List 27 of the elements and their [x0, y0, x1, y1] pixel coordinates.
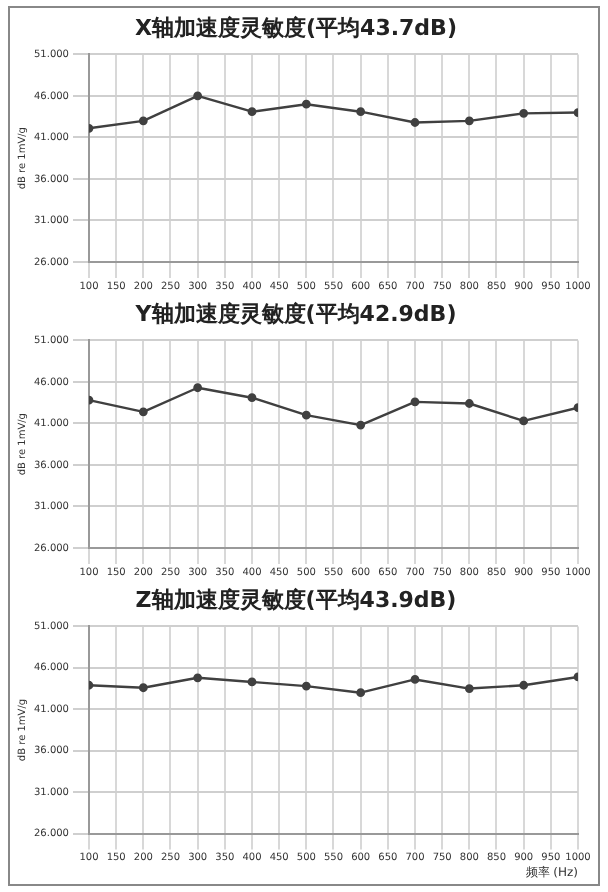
point — [410, 118, 420, 127]
point — [193, 91, 203, 101]
point — [464, 684, 474, 693]
point — [247, 107, 257, 117]
point — [301, 99, 311, 109]
point — [356, 420, 366, 430]
point — [193, 673, 203, 683]
point — [193, 383, 203, 393]
chart-title: Z轴加速度灵敏度(平均43.9dB) — [135, 586, 457, 613]
point — [519, 108, 529, 118]
point — [138, 407, 148, 417]
point — [247, 393, 257, 403]
point — [410, 397, 420, 407]
chart-title: X轴加速度灵敏度(平均43.7dB) — [135, 14, 457, 41]
chart-title: Y轴加速度灵敏度(平均42.9dB) — [133, 300, 457, 327]
point — [519, 680, 529, 690]
point — [356, 107, 366, 117]
point — [464, 116, 474, 126]
point — [247, 677, 257, 687]
point — [356, 688, 366, 698]
point — [464, 399, 474, 408]
point — [301, 410, 311, 420]
point — [138, 683, 148, 693]
point — [410, 675, 420, 684]
point — [519, 416, 529, 426]
point — [138, 116, 148, 126]
point — [301, 681, 311, 691]
